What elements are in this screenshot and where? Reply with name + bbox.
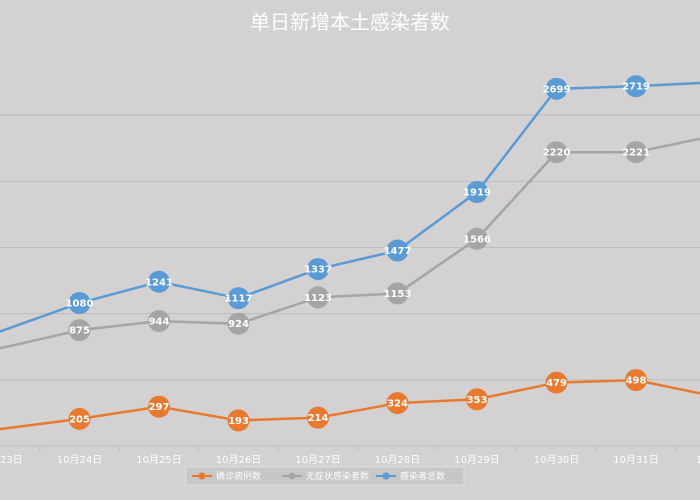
legend-label: 无症状感染者数 [306, 470, 369, 482]
x-tick-label: 10月24日 [57, 454, 102, 466]
data-label: 2699 [543, 84, 571, 95]
data-label: 297 [149, 402, 170, 413]
legend-box [185, 466, 465, 486]
data-label: 479 [546, 378, 567, 389]
series-line-0 [0, 378, 700, 431]
data-label: 1080 [66, 299, 94, 310]
data-label: 944 [149, 317, 170, 328]
x-tick-label: 10月30日 [534, 454, 579, 466]
data-label: 2719 [622, 82, 650, 93]
data-point [466, 388, 488, 411]
x-tick-label: 10月28日 [375, 454, 420, 466]
legend-label: 确诊病例数 [216, 470, 261, 482]
data-point [466, 227, 488, 250]
legend-swatch-marker [288, 472, 296, 480]
data-point [625, 369, 647, 392]
chart-title: 单日新增本土感染者数 [250, 10, 450, 34]
data-point [386, 239, 409, 262]
data-point [466, 181, 488, 204]
data-label: 1337 [304, 265, 332, 276]
data-label: 1919 [463, 188, 491, 199]
data-label: 875 [69, 326, 90, 337]
data-point [148, 270, 170, 293]
data-point [545, 77, 568, 100]
data-label: 353 [467, 395, 488, 406]
data-label: 1566 [463, 234, 491, 245]
data-label: 205 [69, 414, 90, 425]
data-label: 1123 [304, 293, 332, 304]
x-tick-label: 10月26日 [216, 454, 261, 466]
series-line-1 [0, 137, 700, 350]
data-label: 214 [308, 413, 329, 424]
data-point [307, 406, 329, 429]
data-point [68, 407, 91, 430]
data-label: 1477 [384, 246, 412, 257]
series-line-2 [0, 81, 700, 333]
data-label: 924 [228, 319, 249, 330]
data-label: 2220 [543, 148, 571, 159]
data-label: 2221 [622, 148, 650, 159]
data-point [545, 371, 568, 394]
data-label: 1117 [225, 294, 253, 305]
data-point [307, 286, 329, 309]
legend-swatch-marker [382, 472, 390, 480]
data-point [148, 310, 170, 333]
data-point [227, 409, 250, 432]
data-point [386, 392, 409, 415]
data-point [227, 287, 250, 310]
data-point [307, 258, 329, 281]
x-tick-label: 10月25日 [136, 454, 181, 466]
x-tick-label: 10月27日 [295, 454, 340, 466]
data-point [68, 319, 91, 342]
data-point [625, 75, 647, 98]
data-point [148, 395, 170, 418]
data-label: 193 [228, 416, 249, 427]
data-label: 1241 [145, 277, 173, 288]
x-tick-label: 10月31日 [613, 454, 658, 466]
x-tick-label: 11月1日 [696, 454, 700, 466]
data-point [625, 141, 647, 164]
data-label: 1153 [384, 289, 412, 300]
legend-label: 感染者总数 [400, 470, 445, 482]
x-tick-label: 10月23日 [0, 454, 23, 466]
legend-swatch-marker [198, 472, 206, 480]
data-point [386, 282, 409, 305]
data-point [227, 312, 250, 335]
data-label: 498 [626, 376, 647, 387]
data-point [68, 292, 91, 315]
x-tick-label: 10月29日 [454, 454, 499, 466]
data-label: 324 [387, 399, 408, 410]
data-point [545, 141, 568, 164]
